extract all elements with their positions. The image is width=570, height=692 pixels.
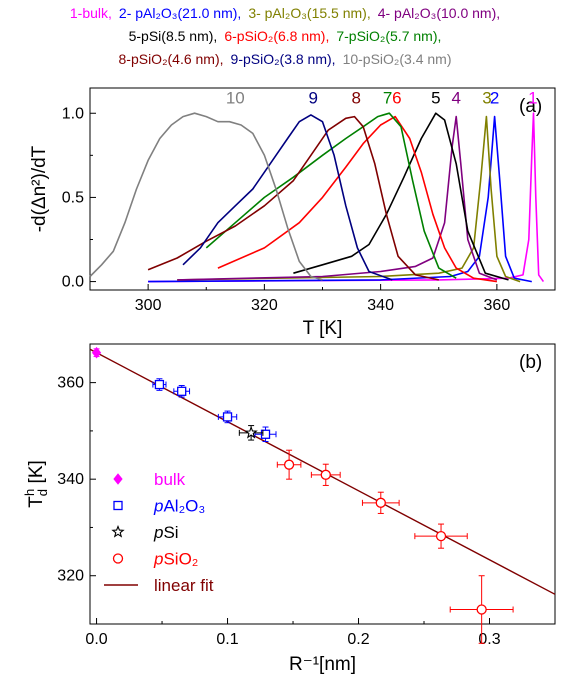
panel-label-b: (b): [519, 352, 542, 373]
legend-entry-9: 9-pSiO₂(3.8 nm),: [230, 51, 336, 67]
peak-label-4: 4: [451, 88, 460, 107]
data-point-square: [222, 412, 233, 422]
data-point-square: [154, 379, 165, 390]
legend-entry-8: 8-pSiO₂(4.6 nm),: [118, 51, 224, 67]
legend-entry-6: 6-pSiO₂(6.8 nm),: [224, 28, 330, 44]
data-point-circle: [283, 459, 295, 470]
x-tick-label-a: 360: [484, 297, 511, 314]
y-axis-label-b: Tdh [K]: [22, 460, 50, 508]
data-point-circle: [320, 469, 331, 480]
series-line-10: [89, 112, 323, 281]
peak-label-10: 10: [226, 88, 245, 107]
legend-line: 1-bulk, 2- pAl₂O₃(21.0 nm), 3- pAl₂O₃(15.5…: [0, 2, 570, 25]
panel-label-a: (a): [519, 96, 542, 117]
data-point-star: [244, 425, 258, 439]
peak-label-5: 5: [431, 88, 440, 107]
legend-marker-diamond: [113, 473, 123, 485]
y-tick-label-b: 360: [57, 375, 84, 392]
legend-entry-1: 1-bulk,: [69, 5, 112, 21]
peak-label-8: 8: [351, 88, 360, 107]
y-tick-label-a: 0.5: [62, 189, 84, 206]
y-tick-label-a: 1.0: [62, 105, 84, 122]
x-tick-label-a: 340: [367, 297, 394, 314]
x-tick-label-b: 0.1: [216, 631, 238, 648]
series-line-1: [148, 112, 545, 283]
series-line-9: [182, 114, 393, 281]
legend-line: 8-pSiO₂(4.6 nm), 9-pSiO₂(3.8 nm), 10-pSiO₂…: [0, 48, 570, 71]
legend-entry-2: 2- pAl₂O₃(21.0 nm),: [118, 5, 242, 21]
legend-label-b: pSi: [153, 523, 179, 542]
axes-frame-b: [89, 343, 556, 625]
y-tick-label-b: 340: [57, 471, 84, 488]
legend-entry-7: 7-pSiO₂(5.7 nm),: [336, 28, 442, 44]
x-tick-label-b: 0.0: [85, 631, 107, 648]
x-tick-label-a: 300: [135, 297, 162, 314]
legend-label-fit: linear fit: [154, 576, 214, 595]
legend-entry-3: 3- pAl₂O₃(15.5 nm),: [248, 5, 371, 21]
y-tick-label-b: 320: [57, 568, 84, 585]
peak-label-6: 6: [392, 88, 401, 107]
legend-entry-4: 4- pAl₂O₃(10.0 nm),: [377, 5, 501, 21]
x-axis-label-b: R⁻¹[nm]: [289, 654, 356, 675]
data-point-circle: [435, 530, 447, 542]
data-point-square: [177, 386, 187, 396]
peak-label-3: 3: [482, 88, 491, 107]
series-line-7: [205, 112, 457, 279]
series-line-5: [293, 112, 509, 281]
legend-line: 5-pSi(8.5 nm), 6-pSiO₂(6.8 nm), 7-pSiO₂(5.…: [0, 25, 570, 48]
legend-marker-circle: [112, 553, 124, 564]
legend-marker-star: [111, 524, 125, 538]
series-line-8: [147, 115, 439, 281]
legend-entry-5: 5-pSi(8.5 nm),: [128, 28, 218, 44]
x-axis-label-a: T [K]: [303, 318, 343, 339]
peak-label-2: 2: [490, 88, 499, 107]
series-line-6: [217, 115, 498, 283]
data-point-circle: [476, 604, 487, 615]
data-point-diamond: [91, 346, 102, 359]
x-tick-label-a: 320: [251, 297, 278, 314]
axes-frame-a: [89, 87, 556, 291]
legend-label-b: bulk: [154, 470, 186, 489]
legend-label-b: pAl₂O₃: [153, 497, 205, 516]
series-line-3: [177, 115, 521, 283]
legend-marker-square: [113, 500, 123, 511]
legend-entry-10: 10-pSiO₂(3.4 nm): [342, 51, 452, 67]
peak-label-7: 7: [383, 88, 392, 107]
peak-label-1: 1: [528, 88, 537, 107]
chart-legend-header: 1-bulk, 2- pAl₂O₃(21.0 nm), 3- pAl₂O₃(15.5…: [0, 2, 570, 71]
data-point-circle: [375, 497, 386, 508]
y-axis-label-a: -d(Δn²)/dT: [29, 145, 50, 232]
x-tick-label-b: 0.2: [347, 631, 369, 648]
y-tick-label-a: 0.0: [62, 274, 84, 291]
peak-label-9: 9: [308, 88, 317, 107]
data-point-square: [260, 429, 271, 439]
legend-label-b: pSiO₂: [153, 550, 198, 569]
